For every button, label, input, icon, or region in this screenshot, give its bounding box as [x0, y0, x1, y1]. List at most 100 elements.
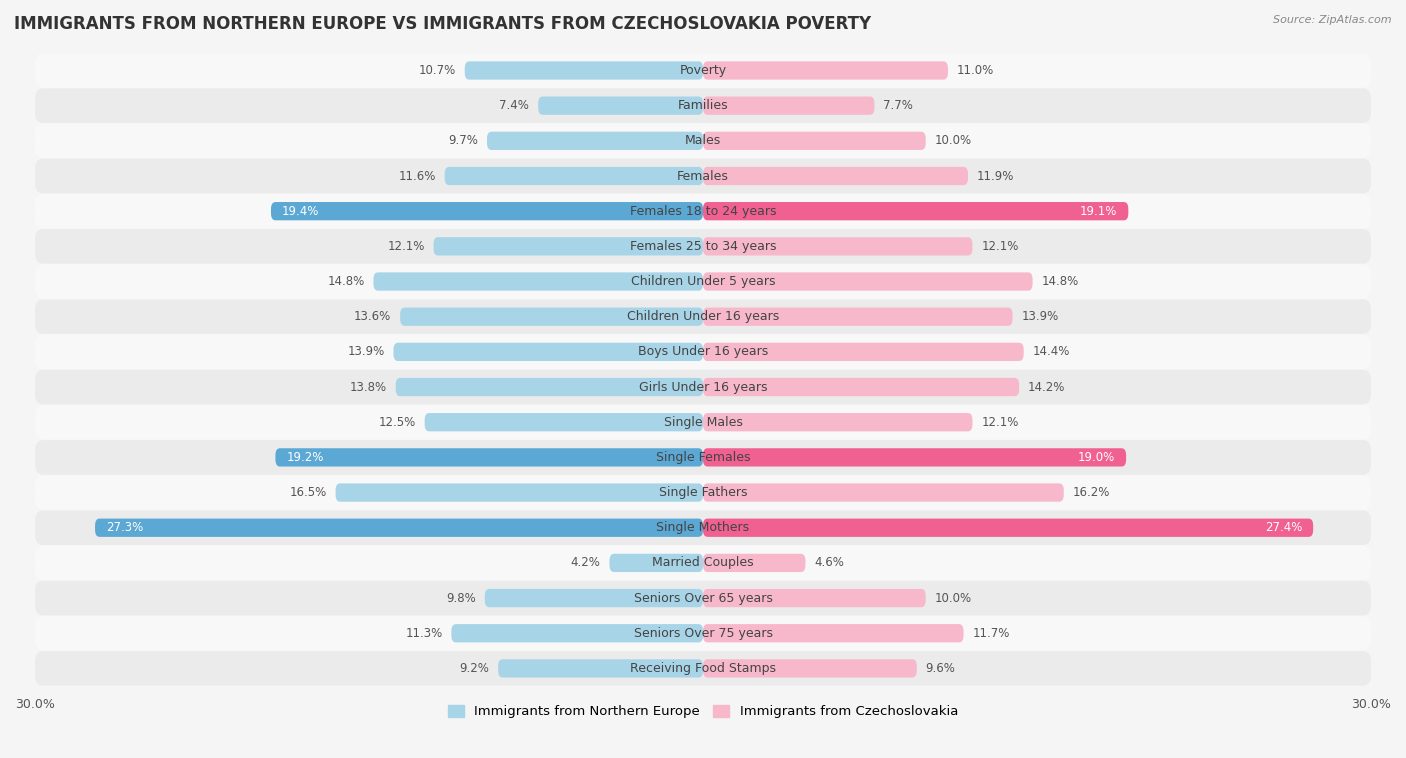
FancyBboxPatch shape [703, 554, 806, 572]
FancyBboxPatch shape [394, 343, 703, 361]
FancyBboxPatch shape [703, 272, 1032, 290]
Text: 11.6%: 11.6% [398, 170, 436, 183]
FancyBboxPatch shape [433, 237, 703, 255]
Text: 19.0%: 19.0% [1078, 451, 1115, 464]
FancyBboxPatch shape [96, 518, 703, 537]
Text: 13.8%: 13.8% [350, 381, 387, 393]
Text: 14.8%: 14.8% [1042, 275, 1078, 288]
Text: 14.4%: 14.4% [1032, 346, 1070, 359]
FancyBboxPatch shape [276, 448, 703, 466]
FancyBboxPatch shape [703, 518, 1313, 537]
Text: 11.9%: 11.9% [977, 170, 1014, 183]
FancyBboxPatch shape [485, 589, 703, 607]
Legend: Immigrants from Northern Europe, Immigrants from Czechoslovakia: Immigrants from Northern Europe, Immigra… [443, 700, 963, 724]
Text: Source: ZipAtlas.com: Source: ZipAtlas.com [1274, 15, 1392, 25]
Text: 4.6%: 4.6% [814, 556, 844, 569]
FancyBboxPatch shape [703, 343, 1024, 361]
FancyBboxPatch shape [374, 272, 703, 290]
Text: Single Fathers: Single Fathers [659, 486, 747, 499]
FancyBboxPatch shape [703, 96, 875, 114]
Text: Males: Males [685, 134, 721, 147]
FancyBboxPatch shape [35, 124, 1371, 158]
Text: 12.5%: 12.5% [378, 415, 416, 429]
Text: 7.4%: 7.4% [499, 99, 529, 112]
FancyBboxPatch shape [425, 413, 703, 431]
Text: 16.5%: 16.5% [290, 486, 326, 499]
Text: Families: Families [678, 99, 728, 112]
FancyBboxPatch shape [498, 659, 703, 678]
FancyBboxPatch shape [486, 132, 703, 150]
Text: Children Under 5 years: Children Under 5 years [631, 275, 775, 288]
Text: 27.4%: 27.4% [1264, 522, 1302, 534]
Text: 13.6%: 13.6% [354, 310, 391, 323]
FancyBboxPatch shape [703, 237, 973, 255]
Text: Children Under 16 years: Children Under 16 years [627, 310, 779, 323]
Text: 19.2%: 19.2% [287, 451, 323, 464]
Text: 9.2%: 9.2% [460, 662, 489, 675]
Text: IMMIGRANTS FROM NORTHERN EUROPE VS IMMIGRANTS FROM CZECHOSLOVAKIA POVERTY: IMMIGRANTS FROM NORTHERN EUROPE VS IMMIG… [14, 15, 872, 33]
Text: 27.3%: 27.3% [107, 522, 143, 534]
Text: 30.0%: 30.0% [15, 698, 55, 711]
Text: Single Females: Single Females [655, 451, 751, 464]
Text: Girls Under 16 years: Girls Under 16 years [638, 381, 768, 393]
FancyBboxPatch shape [35, 475, 1371, 510]
FancyBboxPatch shape [703, 659, 917, 678]
Text: Seniors Over 75 years: Seniors Over 75 years [634, 627, 772, 640]
Text: 10.7%: 10.7% [419, 64, 456, 77]
FancyBboxPatch shape [703, 589, 925, 607]
Text: 10.0%: 10.0% [935, 591, 972, 605]
Text: Females: Females [678, 170, 728, 183]
FancyBboxPatch shape [35, 229, 1371, 264]
Text: Seniors Over 65 years: Seniors Over 65 years [634, 591, 772, 605]
Text: 4.2%: 4.2% [571, 556, 600, 569]
Text: Single Males: Single Males [664, 415, 742, 429]
FancyBboxPatch shape [703, 378, 1019, 396]
FancyBboxPatch shape [35, 265, 1371, 299]
Text: 11.3%: 11.3% [405, 627, 443, 640]
FancyBboxPatch shape [703, 308, 1012, 326]
FancyBboxPatch shape [35, 158, 1371, 193]
Text: 12.1%: 12.1% [387, 240, 425, 253]
FancyBboxPatch shape [703, 132, 925, 150]
FancyBboxPatch shape [35, 334, 1371, 369]
FancyBboxPatch shape [35, 616, 1371, 650]
Text: 30.0%: 30.0% [1351, 698, 1391, 711]
Text: 11.7%: 11.7% [973, 627, 1010, 640]
FancyBboxPatch shape [465, 61, 703, 80]
FancyBboxPatch shape [35, 53, 1371, 88]
FancyBboxPatch shape [35, 651, 1371, 686]
FancyBboxPatch shape [703, 202, 1129, 221]
FancyBboxPatch shape [703, 167, 967, 185]
FancyBboxPatch shape [703, 448, 1126, 466]
FancyBboxPatch shape [35, 370, 1371, 404]
Text: 7.7%: 7.7% [883, 99, 914, 112]
FancyBboxPatch shape [609, 554, 703, 572]
FancyBboxPatch shape [336, 484, 703, 502]
FancyBboxPatch shape [271, 202, 703, 221]
Text: 9.8%: 9.8% [446, 591, 475, 605]
Text: 14.2%: 14.2% [1028, 381, 1066, 393]
FancyBboxPatch shape [444, 167, 703, 185]
Text: 19.1%: 19.1% [1080, 205, 1118, 218]
Text: 14.8%: 14.8% [328, 275, 364, 288]
Text: 13.9%: 13.9% [347, 346, 385, 359]
Text: 9.6%: 9.6% [925, 662, 956, 675]
FancyBboxPatch shape [35, 299, 1371, 334]
Text: 13.9%: 13.9% [1021, 310, 1059, 323]
Text: 9.7%: 9.7% [449, 134, 478, 147]
FancyBboxPatch shape [538, 96, 703, 114]
FancyBboxPatch shape [35, 510, 1371, 545]
FancyBboxPatch shape [395, 378, 703, 396]
Text: 11.0%: 11.0% [957, 64, 994, 77]
Text: Married Couples: Married Couples [652, 556, 754, 569]
FancyBboxPatch shape [35, 546, 1371, 580]
FancyBboxPatch shape [703, 61, 948, 80]
Text: Poverty: Poverty [679, 64, 727, 77]
Text: 19.4%: 19.4% [283, 205, 319, 218]
FancyBboxPatch shape [35, 440, 1371, 475]
FancyBboxPatch shape [35, 89, 1371, 123]
Text: Females 25 to 34 years: Females 25 to 34 years [630, 240, 776, 253]
FancyBboxPatch shape [35, 405, 1371, 440]
Text: Females 18 to 24 years: Females 18 to 24 years [630, 205, 776, 218]
Text: 16.2%: 16.2% [1073, 486, 1109, 499]
